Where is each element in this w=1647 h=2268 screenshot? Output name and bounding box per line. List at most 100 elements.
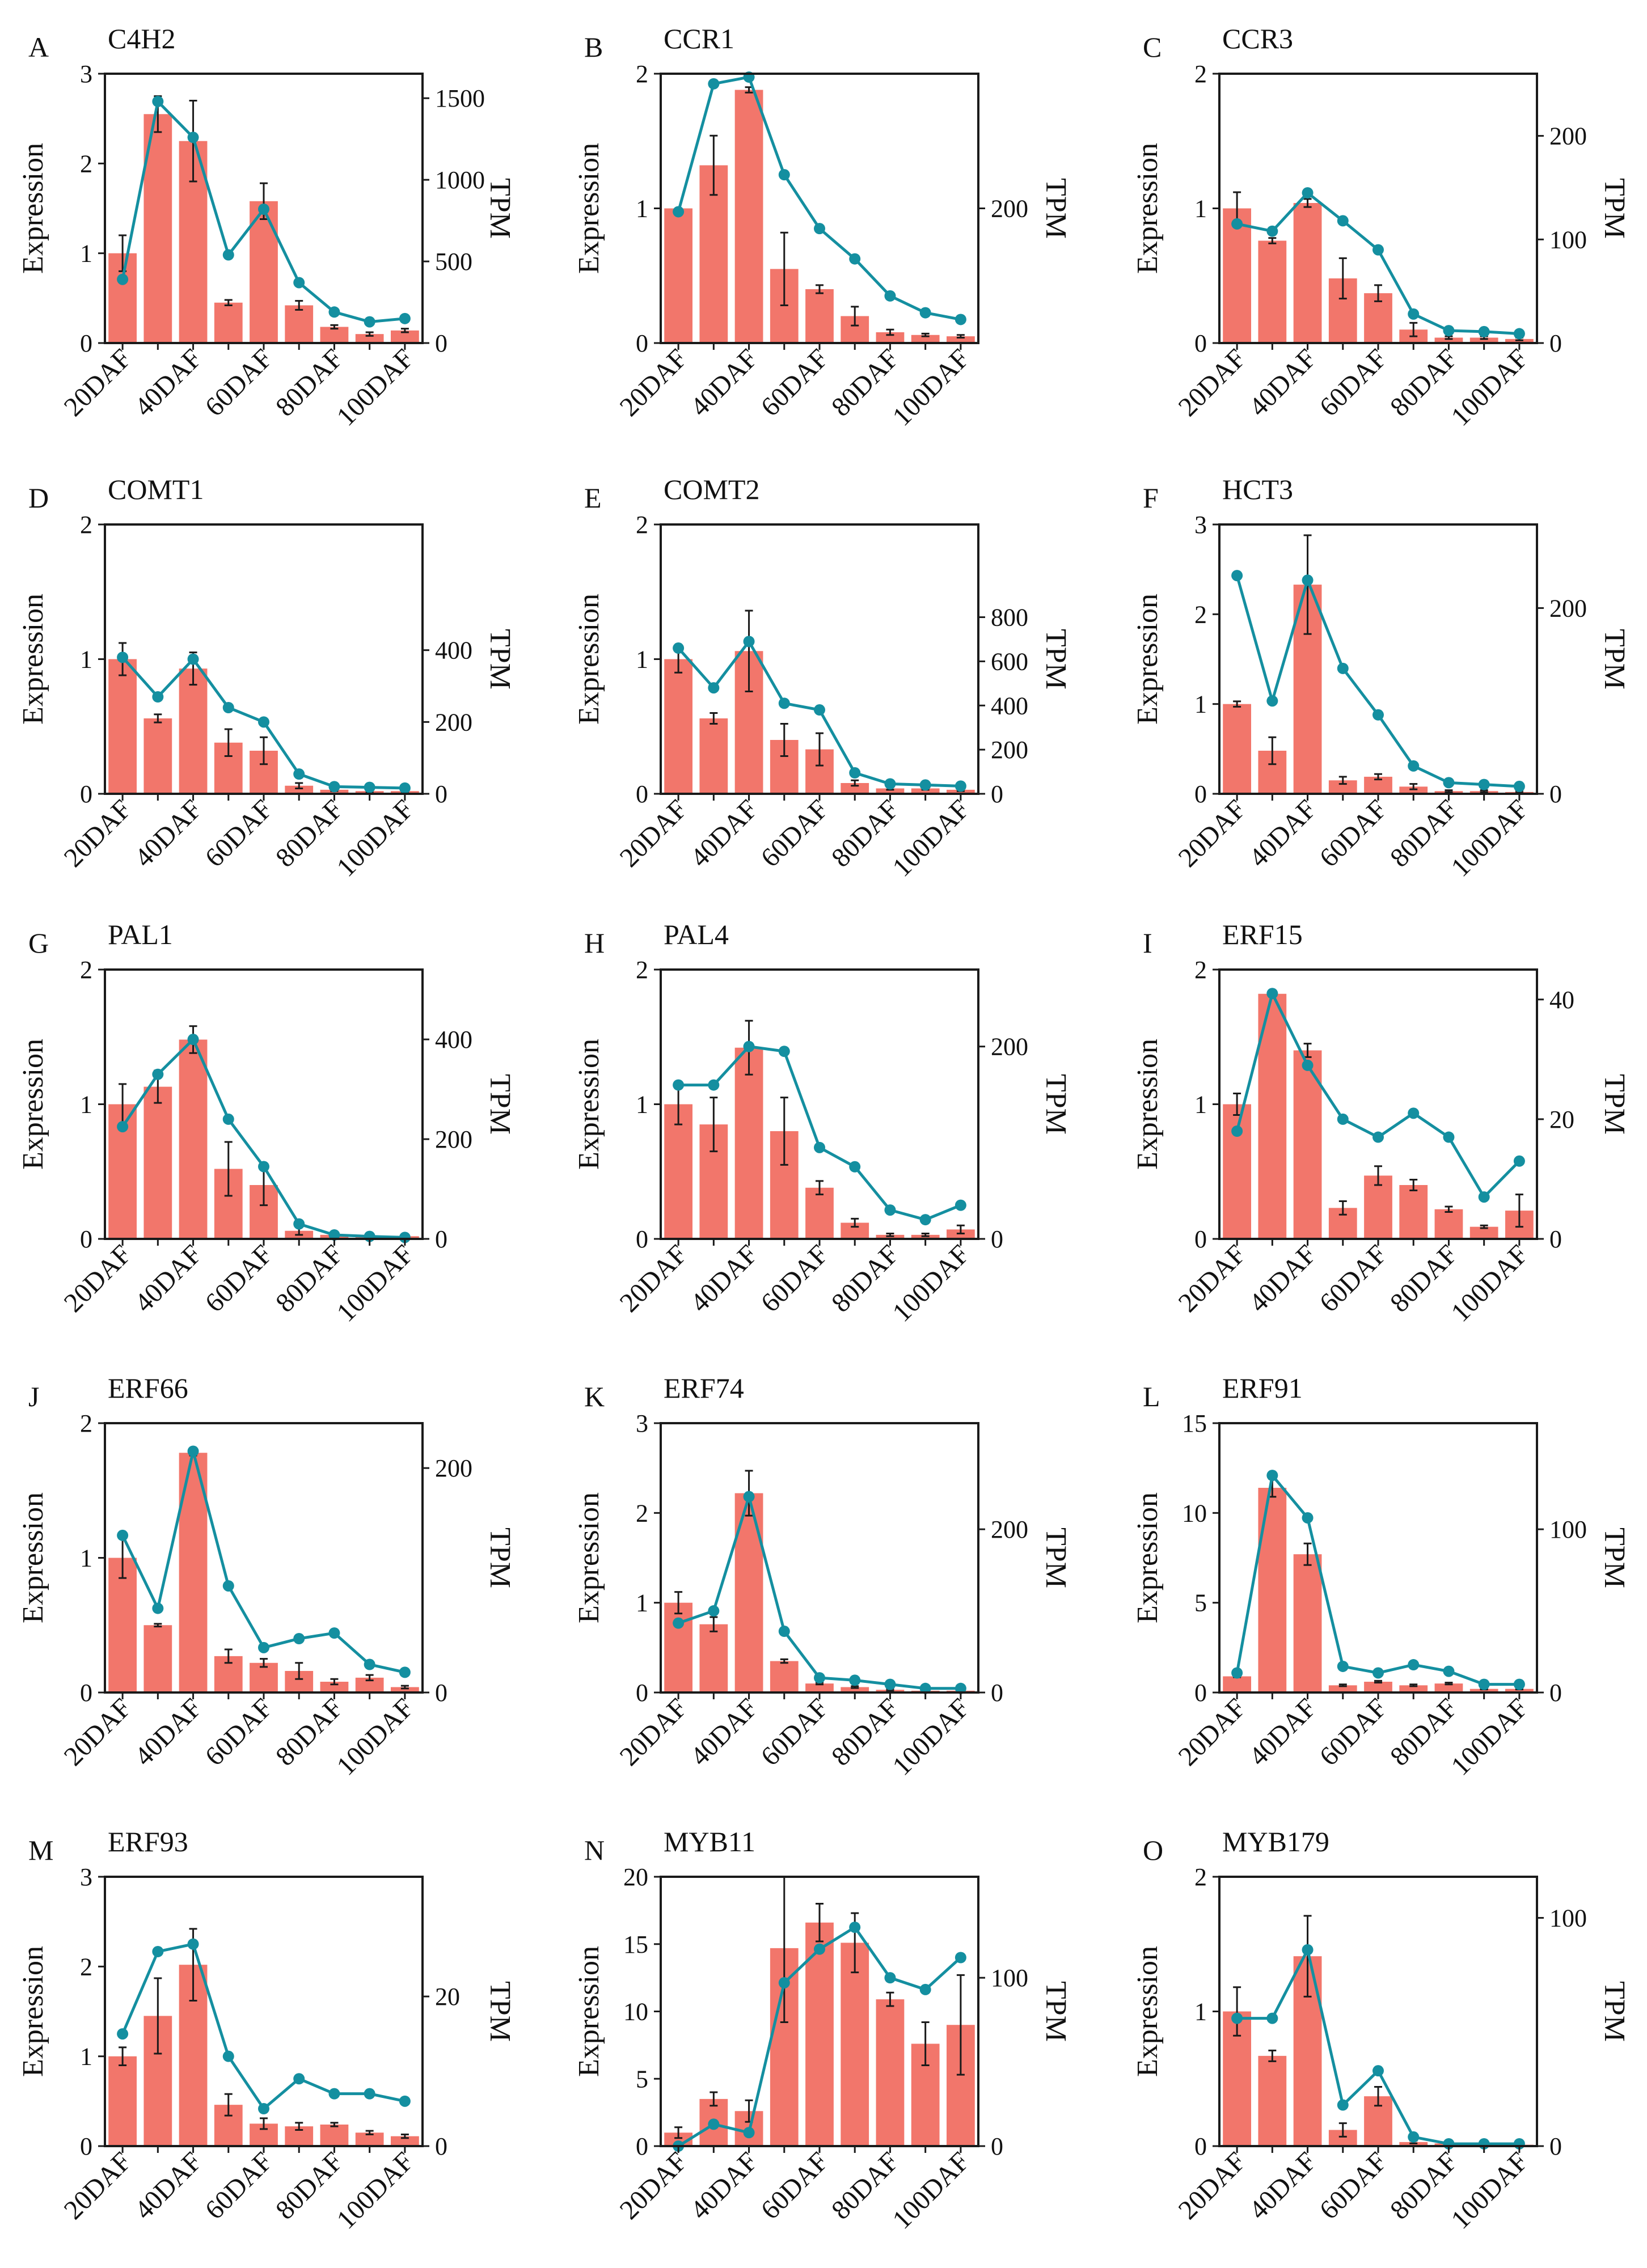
x-tick-label: 40DAF — [129, 2146, 208, 2225]
expression-bar — [1258, 2055, 1287, 2146]
right-axis-title: TPM — [1040, 178, 1072, 239]
right-tick-label: 0 — [1549, 329, 1562, 357]
tpm-point — [1478, 325, 1490, 337]
tpm-point — [328, 2088, 340, 2100]
x-tick-label: 20DAF — [614, 1239, 693, 1318]
expression-bar — [734, 1493, 763, 1692]
expression-bar — [108, 2056, 137, 2146]
tpm-point — [743, 1040, 755, 1052]
expression-bar — [391, 330, 419, 343]
left-axis-title: Expression — [573, 1492, 605, 1623]
left-tick-label: 20 — [623, 1863, 648, 1891]
expression-bar — [876, 332, 905, 343]
x-tick-label: 40DAF — [129, 1239, 208, 1318]
tpm-point — [708, 1605, 720, 1617]
x-tick-label: 20DAF — [614, 343, 693, 422]
x-tick-label: 60DAF — [1314, 794, 1392, 873]
tpm-point — [1513, 328, 1525, 340]
expression-bar — [1223, 1104, 1251, 1239]
left-tick-label: 2 — [636, 1499, 648, 1527]
expression-bar — [1434, 1209, 1463, 1239]
panel-G: G PAL1 0 1 2 0 200 400 Expression TPM 20DAF40DAF60… — [17, 919, 516, 1328]
right-axis-title: TPM — [1040, 629, 1072, 689]
panel-letter: N — [584, 1834, 605, 1866]
x-tick-label: 40DAF — [129, 794, 208, 873]
x-tick-label: 40DAF — [1243, 1239, 1322, 1318]
left-axis-title: Expression — [17, 1039, 49, 1170]
expression-bar — [805, 289, 834, 343]
expression-bar — [1434, 337, 1463, 343]
expression-bar — [841, 1687, 869, 1692]
tpm-point — [708, 2118, 720, 2130]
left-tick-label: 2 — [1194, 1863, 1207, 1891]
tpm-point — [364, 1658, 375, 1670]
left-tick-label: 3 — [80, 60, 92, 88]
tpm-point — [187, 1938, 199, 1950]
right-axis-title: TPM — [1040, 1981, 1072, 2042]
left-tick-label: 0 — [1194, 1225, 1207, 1253]
x-tick-label: 40DAF — [1243, 1692, 1322, 1771]
left-tick-label: 2 — [80, 1410, 92, 1437]
tpm-point — [328, 1229, 340, 1241]
right-tick-label: 200 — [1549, 594, 1587, 622]
tpm-point — [884, 1972, 896, 1984]
expression-bar — [108, 659, 137, 794]
left-axis-title: Expression — [17, 1946, 49, 2077]
right-tick-label: 100 — [1549, 1904, 1587, 1932]
panel-C: C CCR3 0 1 2 0 100 200 Expression TPM 20DAF40DAF60… — [1131, 23, 1631, 432]
left-axis-title: Expression — [573, 1039, 605, 1170]
expression-bar — [108, 1558, 137, 1692]
left-tick-label: 0 — [636, 329, 648, 357]
right-tick-label: 0 — [1549, 1225, 1562, 1253]
left-tick-label: 1 — [80, 1545, 92, 1572]
left-tick-label: 0 — [636, 1679, 648, 1707]
panel-letter: I — [1143, 927, 1152, 959]
left-tick-label: 0 — [80, 329, 92, 357]
right-tick-label: 0 — [991, 1225, 1003, 1253]
left-axis-title: Expression — [1131, 594, 1164, 725]
expression-bar — [841, 1943, 869, 2146]
x-tick-label: 20DAF — [614, 794, 693, 873]
x-tick-label: 100DAF — [886, 1239, 975, 1327]
tpm-point — [919, 307, 931, 319]
tpm-point — [187, 653, 199, 665]
expression-bar — [1469, 1226, 1498, 1239]
expression-bar — [1293, 1554, 1322, 1692]
right-axis-title: TPM — [484, 1074, 516, 1135]
gene-title: C4H2 — [108, 23, 175, 54]
tpm-point — [364, 316, 375, 328]
tpm-point — [1337, 2099, 1349, 2111]
x-tick-label: 40DAF — [685, 343, 763, 422]
tpm-point — [814, 704, 825, 716]
left-tick-label: 0 — [80, 1679, 92, 1707]
tpm-point — [1231, 570, 1243, 582]
tpm-point — [1372, 709, 1384, 721]
tpm-point — [743, 2127, 755, 2139]
expression-bar — [391, 1687, 419, 1692]
left-tick-label: 1 — [636, 195, 648, 223]
right-tick-label: 200 — [435, 1125, 472, 1153]
tpm-point — [1443, 1665, 1455, 1677]
panel-H: H PAL4 0 1 2 0 200 Expression TPM 20DAF40DAF60DAF… — [573, 919, 1072, 1328]
tpm-point — [814, 223, 825, 235]
expression-bar — [876, 1999, 905, 2146]
gene-title: PAL4 — [664, 919, 729, 950]
panel-letter: O — [1143, 1834, 1163, 1866]
expression-bar — [770, 1661, 799, 1692]
expression-bar — [1399, 1185, 1428, 1239]
left-tick-label: 1 — [1194, 195, 1207, 223]
right-tick-label: 100 — [1549, 1516, 1587, 1543]
right-axis-title: TPM — [1598, 1074, 1631, 1135]
left-tick-label: 0 — [636, 780, 648, 808]
expression-bar — [734, 90, 763, 343]
tpm-point — [673, 206, 685, 218]
x-tick-label: 40DAF — [129, 343, 208, 422]
tpm-point — [1372, 2065, 1384, 2077]
tpm-point — [743, 1491, 755, 1503]
x-tick-label: 40DAF — [1243, 343, 1322, 422]
tpm-point — [849, 1674, 861, 1686]
tpm-point — [884, 1678, 896, 1690]
left-tick-label: 0 — [80, 1225, 92, 1253]
tpm-point — [293, 277, 305, 289]
